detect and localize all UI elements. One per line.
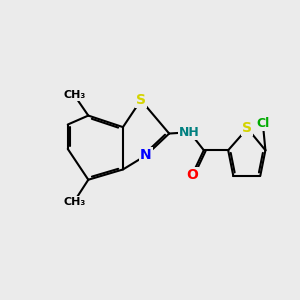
Text: CH₃: CH₃	[63, 196, 85, 206]
Text: O: O	[186, 168, 198, 182]
Text: CH₃: CH₃	[63, 90, 85, 100]
Text: N: N	[140, 148, 152, 162]
Text: NH: NH	[179, 126, 200, 139]
Text: Cl: Cl	[256, 117, 269, 130]
Text: S: S	[242, 122, 252, 135]
Text: S: S	[136, 93, 146, 107]
